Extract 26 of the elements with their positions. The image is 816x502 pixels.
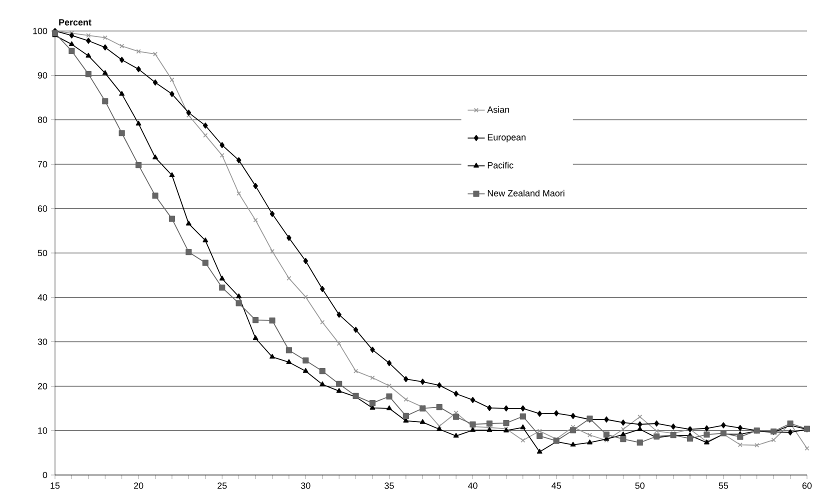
x-tick-label: 20 [134, 482, 144, 489]
x-tick-label: 50 [635, 482, 645, 489]
y-tick-label: 60 [38, 205, 48, 212]
y-tick-label: 20 [38, 383, 48, 390]
y-tick-label: 30 [38, 338, 48, 345]
y-tick-label: 100 [33, 28, 48, 34]
legend-label: Asian [487, 106, 510, 113]
y-tick-label: 0 [42, 472, 48, 478]
y-tick-label: 50 [38, 250, 48, 256]
x-tick-label: 25 [218, 482, 227, 489]
x-tick-label: 60 [802, 482, 812, 489]
y-tick-label: 70 [38, 161, 48, 168]
x-tick-label: 30 [301, 482, 310, 489]
x-tick-label: 15 [50, 482, 60, 489]
y-axis-title: Percent [59, 19, 92, 26]
legend-label: European [488, 134, 526, 142]
legend-label: Pacific [488, 162, 514, 168]
x-tick-label: 55 [718, 482, 728, 489]
y-tick-label: 10 [38, 427, 48, 434]
y-tick-label: 40 [38, 294, 48, 301]
legend-label: New Zealand Maori [488, 190, 564, 196]
x-tick-label: 40 [468, 482, 478, 489]
y-tick-label: 90 [38, 72, 48, 79]
x-tick-label: 35 [384, 482, 394, 489]
x-tick-label: 45 [552, 482, 561, 489]
y-tick-label: 80 [38, 116, 48, 123]
